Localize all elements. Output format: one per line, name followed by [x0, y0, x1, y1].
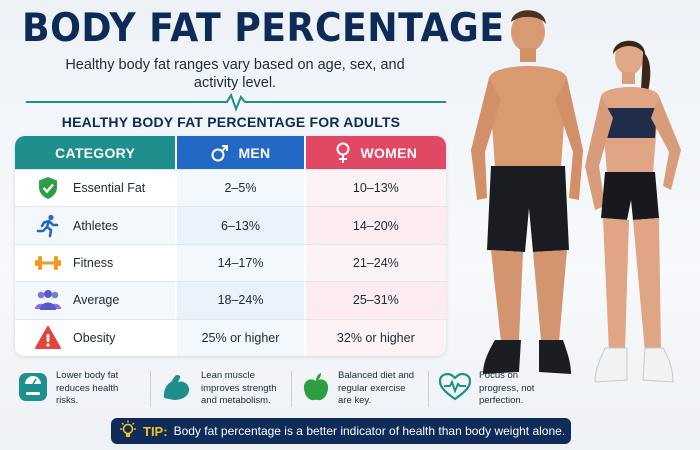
cell-category: Obesity	[15, 319, 176, 356]
cell-women: 14–20%	[305, 207, 446, 244]
cell-men: 2–5%	[177, 170, 304, 207]
tip-banner: TIP: Body fat percentage is a better ind…	[111, 418, 571, 444]
warning-icon	[35, 325, 61, 351]
heart-pulse-icon	[438, 372, 472, 406]
tip-text: Body fat percentage is a better indicato…	[173, 424, 566, 438]
cell-category: Athletes	[15, 207, 176, 244]
body-fat-table: CATEGORY MEN WOMEN Essent	[15, 136, 446, 356]
fact-divider	[150, 371, 151, 407]
table-row: Average 18–24% 25–31%	[15, 281, 446, 319]
scale-icon	[18, 372, 48, 407]
header-category: CATEGORY	[15, 136, 176, 169]
shield-check-icon	[35, 175, 61, 201]
fact-text: Balanced diet and regular exercise are k…	[338, 370, 415, 407]
page-title: BODY FAT PERCENTAGE	[22, 6, 505, 51]
category-label: Fitness	[73, 255, 114, 270]
category-label: Obesity	[73, 330, 116, 345]
header-category-label: CATEGORY	[55, 144, 136, 161]
cell-men: 6–13%	[177, 207, 304, 244]
table-row: Obesity 25% or higher 32% or higher	[15, 318, 446, 356]
group-icon	[35, 287, 61, 313]
cell-women: 32% or higher	[305, 319, 446, 356]
tip-label: TIP:	[143, 423, 168, 439]
fact-divider	[291, 371, 292, 407]
cell-men: 25% or higher	[177, 319, 304, 356]
fact-divider	[428, 371, 429, 407]
dumbbell-icon	[35, 250, 61, 276]
fact-item: Balanced diet and regular exercise are k…	[302, 366, 428, 412]
fact-item: Focus on progress, not perfection.	[438, 366, 567, 412]
fact-item: Lean muscle improves strength and metabo…	[161, 366, 291, 412]
header-men-label: MEN	[238, 144, 271, 161]
table-row: Fitness 14–17% 21–24%	[15, 243, 446, 282]
cell-women: 25–31%	[305, 282, 446, 319]
table-row: Athletes 6–13% 14–20%	[15, 206, 446, 244]
table-header: CATEGORY MEN WOMEN	[15, 136, 446, 169]
fact-text: Focus on progress, not perfection.	[479, 370, 535, 407]
subtitle: Healthy body fat ranges vary based on ag…	[65, 57, 405, 91]
header-men: MEN	[177, 136, 304, 169]
fact-text: Lower body fat reduces health risks.	[56, 370, 119, 407]
female-symbol-icon	[336, 142, 350, 163]
male-symbol-icon	[211, 144, 229, 161]
cell-women: 10–13%	[305, 170, 446, 207]
cell-women: 21–24%	[305, 244, 446, 282]
header-women-label: WOMEN	[360, 144, 418, 161]
cell-category: Essential Fat	[15, 170, 176, 207]
table-body: Essential Fat 2–5% 10–13% Athletes 6–13%…	[15, 169, 446, 356]
category-label: Athletes	[73, 218, 119, 233]
athletes-illustration	[455, 0, 700, 400]
section-title: HEALTHY BODY FAT PERCENTAGE FOR ADULTS	[61, 114, 401, 130]
woman-figure	[585, 40, 681, 383]
category-label: Average	[73, 293, 120, 308]
lightbulb-icon	[119, 420, 137, 443]
heartbeat-divider	[26, 92, 446, 112]
apple-icon	[302, 372, 330, 407]
fact-item: Lower body fat reduces health risks.	[18, 366, 150, 412]
man-figure	[471, 10, 583, 374]
category-label: Essential Fat	[73, 181, 146, 196]
cell-category: Fitness	[15, 244, 176, 282]
cell-category: Average	[15, 282, 176, 319]
cell-men: 14–17%	[177, 244, 304, 282]
facts-strip: Lower body fat reduces health risks. Lea…	[18, 366, 600, 412]
flexed-arm-icon	[161, 372, 193, 407]
table-row: Essential Fat 2–5% 10–13%	[15, 169, 446, 207]
runner-icon	[35, 213, 61, 239]
header-women: WOMEN	[305, 136, 446, 169]
cell-men: 18–24%	[177, 282, 304, 319]
fact-text: Lean muscle improves strength and metabo…	[201, 370, 277, 407]
